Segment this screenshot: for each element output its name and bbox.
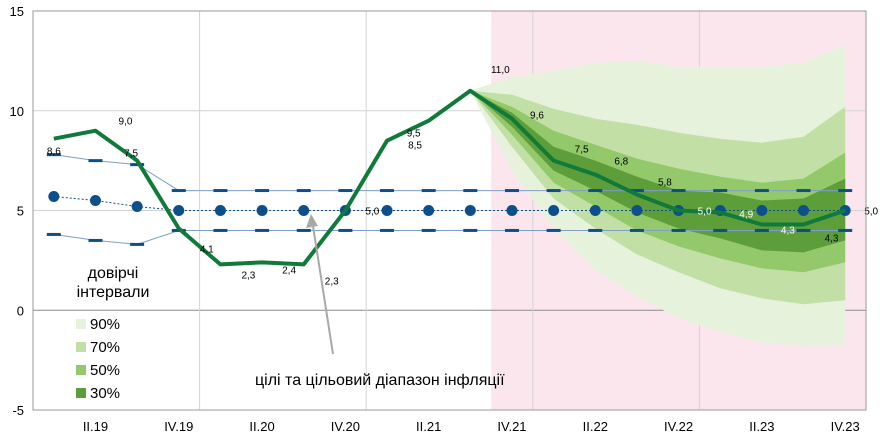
- data-label: 9,6: [530, 111, 544, 122]
- data-label: 8,5: [408, 141, 422, 152]
- target-point: [756, 205, 768, 216]
- target-annotation-text: цілі та цільовий діапазон інфляції: [255, 372, 505, 389]
- target-annotation: цілі та цільовий діапазон інфляції: [255, 214, 505, 389]
- data-label: 5,0: [698, 207, 712, 218]
- target-point: [173, 205, 185, 216]
- intervals-annotation-line1: довірчі: [88, 265, 139, 282]
- data-label: 7,5: [575, 145, 589, 156]
- inflation-series: [53, 88, 846, 267]
- target-arrow-line: [312, 225, 334, 355]
- target-arrow-head: [306, 214, 318, 228]
- legend-label-50: 50%: [90, 362, 120, 379]
- confidence-bands: [470, 44, 846, 347]
- x-tick-label: IV.23: [831, 419, 860, 434]
- band-30: [470, 90, 846, 253]
- target-point: [214, 205, 226, 216]
- target-point: [506, 205, 518, 216]
- data-label: 8,6: [47, 147, 61, 158]
- data-label: 6,8: [614, 157, 628, 168]
- target-lines: [46, 153, 853, 246]
- data-label: 5,0: [864, 207, 878, 218]
- target-point: [631, 205, 643, 216]
- data-label: 4,9: [739, 209, 753, 220]
- data-label: 7,5: [124, 149, 138, 160]
- x-tick-label: IV.22: [664, 419, 693, 434]
- data-label: 5,8: [658, 178, 672, 189]
- target-point: [548, 205, 560, 216]
- target-point: [798, 205, 810, 216]
- x-tick-label: II.20: [249, 419, 274, 434]
- y-tick-label: 10: [10, 104, 24, 119]
- x-tick-label: II.22: [583, 419, 608, 434]
- x-tick-label: II.19: [83, 419, 108, 434]
- data-labels: 8,6 9,0 7,5 4,1 2,3 2,4 2,3 5,0 8,59,5 11,0 9,6 7,5…: [47, 65, 879, 288]
- y-tick-label: -5: [12, 403, 24, 418]
- legend-swatch-70: [76, 342, 86, 352]
- target-point: [589, 205, 601, 216]
- plot-border: [32, 10, 867, 411]
- data-label: 2,4: [282, 265, 296, 276]
- data-label: 5,0: [365, 207, 379, 218]
- x-tick-label: IV.20: [331, 419, 360, 434]
- data-label: 2,3: [325, 276, 339, 287]
- target-point: [48, 191, 60, 203]
- target-point: [131, 201, 143, 213]
- legend-label-70: 70%: [90, 339, 120, 356]
- legend-label-30: 30%: [90, 385, 120, 402]
- y-axis-ticks: -5 0 5 10 15: [10, 4, 24, 418]
- target-point: [256, 205, 268, 216]
- target-point: [298, 205, 310, 216]
- x-tick-label: II.21: [416, 419, 441, 434]
- x-tick-label: IV.19: [164, 419, 193, 434]
- y-tick-label: 0: [17, 303, 24, 318]
- data-label: 11,0: [491, 65, 510, 76]
- x-tick-label: II.23: [749, 419, 774, 434]
- x-tick-label: IV.21: [497, 419, 526, 434]
- x-axis-ticks: II.19 IV.19 II.20 IV.20 II.21 IV.21 II.22 IV.22…: [83, 419, 860, 434]
- data-label: 4,3: [825, 233, 839, 244]
- data-label: 9,0: [119, 117, 133, 128]
- target-point: [464, 205, 476, 216]
- inflation-line: [53, 88, 846, 267]
- legend-swatch-50: [76, 365, 86, 375]
- legend-swatch-90: [76, 319, 86, 329]
- legend-swatch-30: [76, 388, 86, 398]
- legend-label-90: 90%: [90, 316, 120, 333]
- data-label: 4,3: [781, 225, 795, 236]
- target-point: [89, 195, 101, 207]
- target-point: [381, 205, 393, 216]
- legend: 90% 70% 50% 30%: [76, 316, 120, 402]
- data-label: 4,1: [200, 244, 214, 255]
- intervals-annotation-line2: інтервали: [77, 284, 150, 301]
- target-point: [423, 205, 435, 216]
- data-label: 9,5: [407, 129, 421, 140]
- data-label: 2,3: [241, 270, 255, 281]
- y-tick-label: 5: [17, 204, 24, 219]
- y-tick-label: 15: [10, 4, 24, 19]
